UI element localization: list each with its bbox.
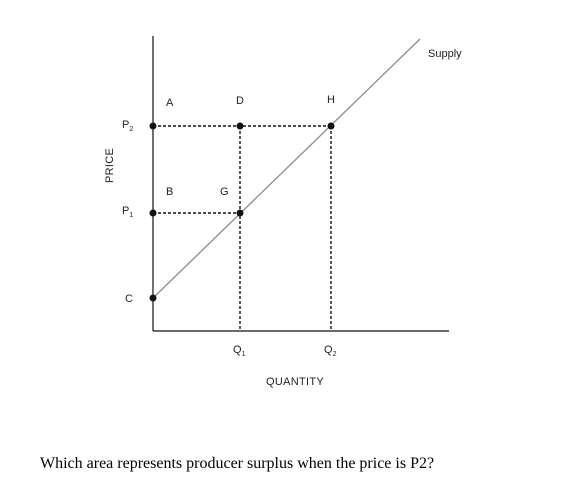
tick-q1-base: Q: [233, 344, 242, 356]
tick-p2: P2: [122, 119, 133, 133]
y-axis-label: PRICE: [104, 148, 116, 183]
tick-p1-sub: 1: [129, 212, 133, 219]
tick-p1: P1: [122, 205, 133, 219]
tick-q2: Q2: [324, 344, 337, 358]
supply-label: Supply: [428, 48, 462, 60]
point-p2-axis: [149, 122, 157, 130]
tick-p2-base: P: [122, 119, 129, 131]
tick-q1: Q1: [233, 344, 246, 358]
tick-q2-sub: 2: [333, 351, 337, 358]
point-d: [236, 122, 244, 130]
label-b: B: [166, 186, 173, 198]
x-axis-label: QUANTITY: [266, 376, 324, 388]
tick-q1-sub: 1: [242, 351, 246, 358]
tick-q2-base: Q: [324, 344, 333, 356]
label-g: G: [220, 186, 229, 198]
point-g: [236, 209, 244, 217]
supply-line: [152, 38, 421, 299]
tick-p2-sub: 2: [129, 126, 133, 133]
label-c: C: [125, 293, 133, 305]
point-p1-axis: [149, 209, 157, 217]
question-text: Which area represents producer surplus w…: [40, 455, 435, 472]
tick-p1-base: P: [122, 205, 129, 217]
point-h: [327, 122, 335, 130]
label-a: A: [166, 97, 174, 109]
point-c: [149, 294, 157, 302]
label-d: D: [236, 95, 244, 107]
label-h: H: [327, 94, 335, 106]
